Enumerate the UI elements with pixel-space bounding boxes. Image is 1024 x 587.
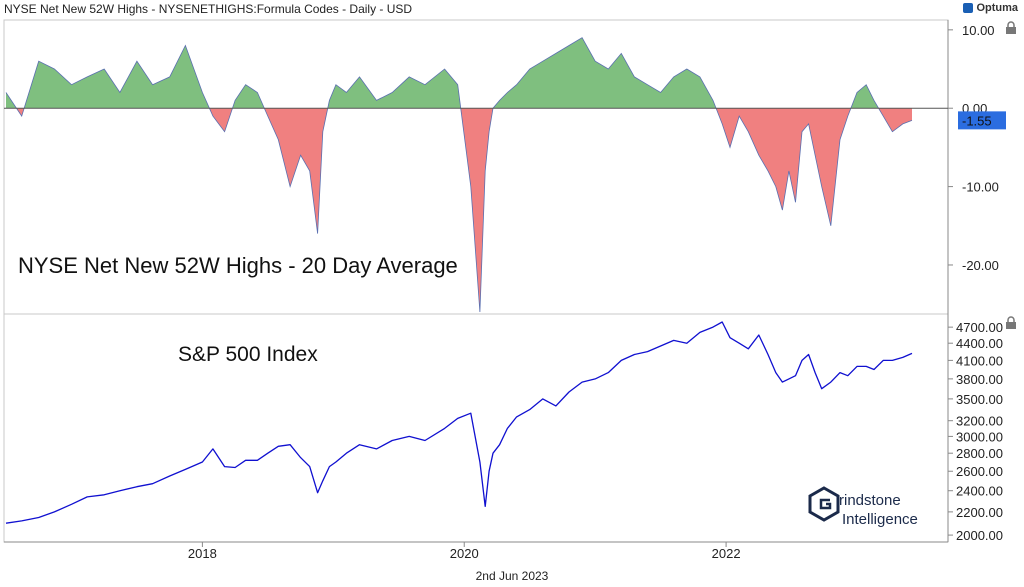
top-panel: 10.000.00-10.00-20.00-1.55 bbox=[4, 23, 1006, 313]
last-value-badge bbox=[958, 111, 1006, 130]
y-tick-label: 3200.00 bbox=[956, 414, 1003, 429]
y-tick-label: 2400.00 bbox=[956, 484, 1003, 499]
positive-area bbox=[6, 37, 912, 109]
x-tick-label: 2020 bbox=[450, 546, 479, 561]
y-tick-label: 2600.00 bbox=[956, 464, 1003, 479]
y-tick-label: 2800.00 bbox=[956, 446, 1003, 461]
y-tick-label: 3000.00 bbox=[956, 429, 1003, 444]
grindstone-logo: rindstone Intelligence bbox=[808, 486, 918, 528]
y-tick-label: 2000.00 bbox=[956, 528, 1003, 543]
chart-header-title: NYSE Net New 52W Highs - NYSENETHIGHS:Fo… bbox=[4, 2, 413, 16]
x-tick-label: 2022 bbox=[712, 546, 741, 561]
y-tick-label: -10.00 bbox=[962, 180, 999, 195]
y-tick-label: 3500.00 bbox=[956, 392, 1003, 407]
bottom-panel-title: S&P 500 Index bbox=[178, 343, 318, 366]
x-axis: 2018 2020 2022 bbox=[188, 542, 741, 561]
y-tick-label: 4700.00 bbox=[956, 320, 1003, 335]
watermark-line2: Intelligence bbox=[842, 511, 918, 528]
negative-area bbox=[16, 108, 912, 312]
y-tick-label: 4400.00 bbox=[956, 336, 1003, 351]
breadth-line bbox=[5, 37, 913, 313]
y-tick-label: 10.00 bbox=[962, 23, 995, 38]
x-tick-label: 2018 bbox=[188, 546, 217, 561]
top-panel-title: NYSE Net New 52W Highs - 20 Day Average bbox=[18, 253, 458, 278]
lock-icon[interactable] bbox=[1006, 21, 1016, 34]
watermark-line1: rindstone bbox=[839, 492, 901, 509]
lock-icon[interactable] bbox=[1006, 316, 1016, 329]
footer-date: 2nd Jun 2023 bbox=[475, 569, 549, 583]
brand-name: Optuma bbox=[976, 2, 1018, 14]
hexagon-logo-icon bbox=[808, 486, 840, 522]
y-tick-label: 4100.00 bbox=[956, 353, 1003, 368]
y-tick-label: -20.00 bbox=[962, 258, 999, 273]
last-value-label: -1.55 bbox=[962, 113, 992, 128]
y-tick-label: 3800.00 bbox=[956, 372, 1003, 387]
bottom-panel-frame bbox=[3, 313, 949, 543]
y-tick-label: 2200.00 bbox=[956, 505, 1003, 520]
optuma-logo-icon bbox=[963, 3, 974, 13]
sp500-line bbox=[5, 321, 913, 524]
brand-logo: Optuma bbox=[963, 2, 1018, 14]
